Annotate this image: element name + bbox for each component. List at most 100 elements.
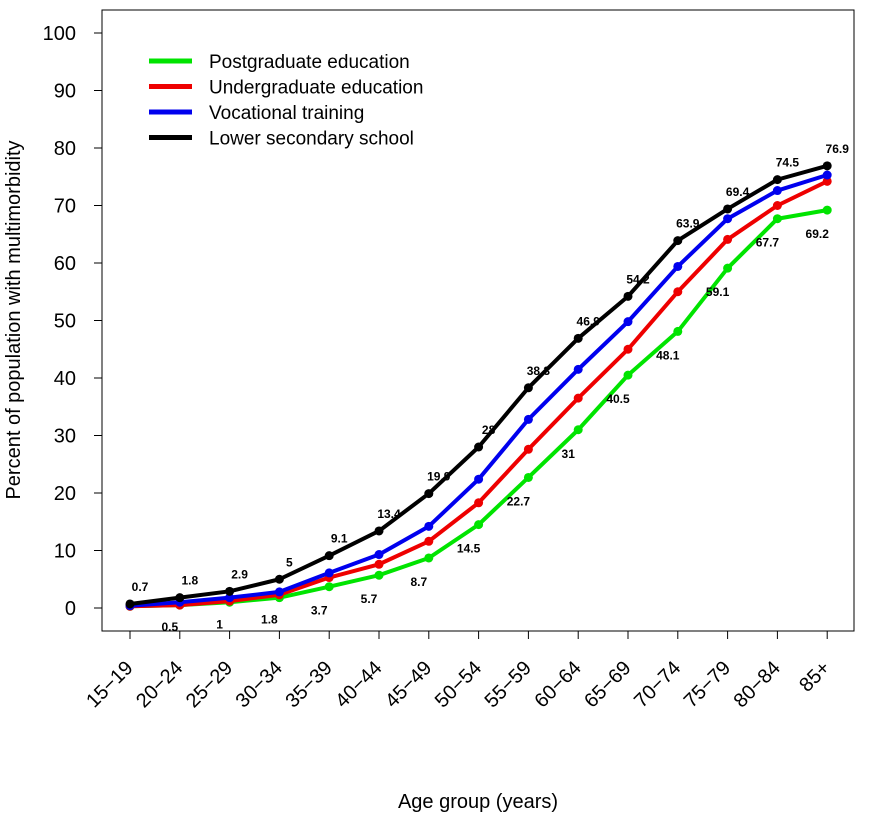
- data-point-0: [324, 582, 334, 592]
- data-label: 13.4: [377, 507, 401, 521]
- data-point-1: [623, 344, 633, 354]
- data-point-1: [673, 287, 683, 297]
- x-tick-label: 50−54: [431, 657, 486, 712]
- data-point-3: [125, 599, 135, 609]
- data-point-1: [772, 201, 782, 210]
- data-label: 1.8: [181, 574, 198, 588]
- x-tick-label: 15−19: [82, 657, 137, 712]
- data-label: 9.1: [331, 532, 348, 546]
- data-label: 8.7: [410, 575, 427, 589]
- data-label: 76.9: [826, 142, 850, 156]
- data-point-3: [623, 291, 633, 301]
- legend-label: Vocational training: [209, 103, 364, 124]
- x-tick-label: 45−49: [381, 657, 436, 712]
- x-tick-label: 65−69: [580, 657, 635, 712]
- x-tick-label: 40−44: [331, 657, 386, 712]
- data-point-2: [723, 214, 733, 224]
- series-line-3: [128, 163, 830, 606]
- data-label: 46.9: [577, 314, 601, 328]
- y-tick-label: 70: [54, 196, 76, 218]
- x-tick-label: 35−39: [281, 657, 336, 712]
- y-tick-label: 10: [54, 541, 76, 563]
- data-point-2: [474, 474, 484, 484]
- x-tick-label: 55−59: [481, 657, 536, 712]
- data-point-1: [474, 498, 484, 508]
- x-axis-title: Age group (years): [398, 791, 558, 813]
- data-label: 38.3: [527, 364, 551, 378]
- y-tick-label: 20: [54, 483, 76, 505]
- y-axis-title: Percent of population with multimorbidit…: [3, 140, 25, 499]
- data-point-0: [822, 205, 832, 215]
- data-label: 69.2: [806, 227, 830, 241]
- data-label: 1.8: [261, 613, 278, 627]
- data-label: 0.5: [161, 620, 178, 634]
- y-tick-label: 0: [65, 598, 76, 620]
- data-point-2: [225, 593, 235, 603]
- data-label: 5.7: [361, 592, 378, 606]
- x-tick-label: 60−64: [530, 657, 585, 712]
- y-tick-label: 30: [54, 426, 76, 448]
- data-point-3: [723, 204, 733, 214]
- data-label: 5: [286, 555, 293, 569]
- data-point-3: [374, 526, 384, 536]
- y-tick-label: 90: [54, 81, 76, 103]
- data-point-0: [523, 472, 533, 482]
- data-point-2: [772, 186, 782, 196]
- data-point-2: [623, 317, 633, 327]
- data-point-3: [474, 442, 484, 452]
- data-point-2: [523, 414, 533, 424]
- data-point-1: [424, 536, 434, 546]
- data-label: 67.7: [756, 236, 780, 250]
- data-label: 0.7: [132, 580, 149, 594]
- data-point-3: [324, 551, 334, 561]
- data-label: 14.5: [457, 542, 481, 556]
- legend-label: Lower secondary school: [209, 129, 414, 150]
- data-point-2: [673, 261, 683, 271]
- data-point-3: [822, 161, 832, 171]
- data-point-0: [673, 326, 683, 336]
- x-tick-label: 85+: [795, 657, 835, 697]
- y-tick-label: 50: [54, 311, 76, 333]
- data-label: 1: [216, 617, 223, 631]
- data-point-0: [723, 263, 733, 273]
- data-label: 63.9: [676, 217, 700, 231]
- x-tick-label: 70−74: [630, 657, 685, 712]
- data-point-3: [523, 383, 533, 393]
- data-label: 59.1: [706, 285, 730, 299]
- data-point-3: [225, 586, 235, 596]
- data-point-1: [822, 176, 832, 186]
- y-tick-label: 100: [43, 23, 76, 45]
- x-tick-label: 30−34: [232, 657, 287, 712]
- data-label: 69.4: [726, 185, 750, 199]
- data-point-2: [424, 521, 434, 531]
- data-point-1: [723, 234, 733, 244]
- data-point-2: [374, 550, 384, 560]
- data-point-2: [324, 568, 334, 578]
- data-point-2: [274, 587, 284, 597]
- data-point-1: [523, 444, 533, 454]
- data-label: 19.9: [427, 470, 451, 484]
- data-point-3: [573, 333, 583, 343]
- data-point-3: [673, 236, 683, 246]
- y-tick-label: 40: [54, 368, 76, 390]
- data-label: 28: [482, 423, 496, 437]
- data-point-0: [772, 214, 782, 224]
- data-point-0: [374, 570, 384, 580]
- x-tick-label: 25−29: [182, 657, 237, 712]
- x-tick-label: 80−84: [730, 657, 785, 712]
- x-tick-label: 20−24: [132, 657, 187, 712]
- data-point-3: [175, 593, 185, 603]
- data-point-0: [424, 553, 434, 563]
- legend: Postgraduate education Undergraduate educ…: [149, 52, 423, 150]
- data-label: 3.7: [311, 604, 328, 618]
- data-point-2: [573, 364, 583, 374]
- data-point-1: [374, 559, 384, 569]
- data-point-0: [474, 520, 484, 530]
- data-label: 54.2: [626, 272, 650, 286]
- data-point-0: [623, 370, 633, 380]
- data-point-3: [772, 175, 782, 185]
- data-label: 31: [562, 447, 576, 461]
- data-point-0: [573, 425, 583, 435]
- legend-label: Undergraduate education: [209, 78, 423, 99]
